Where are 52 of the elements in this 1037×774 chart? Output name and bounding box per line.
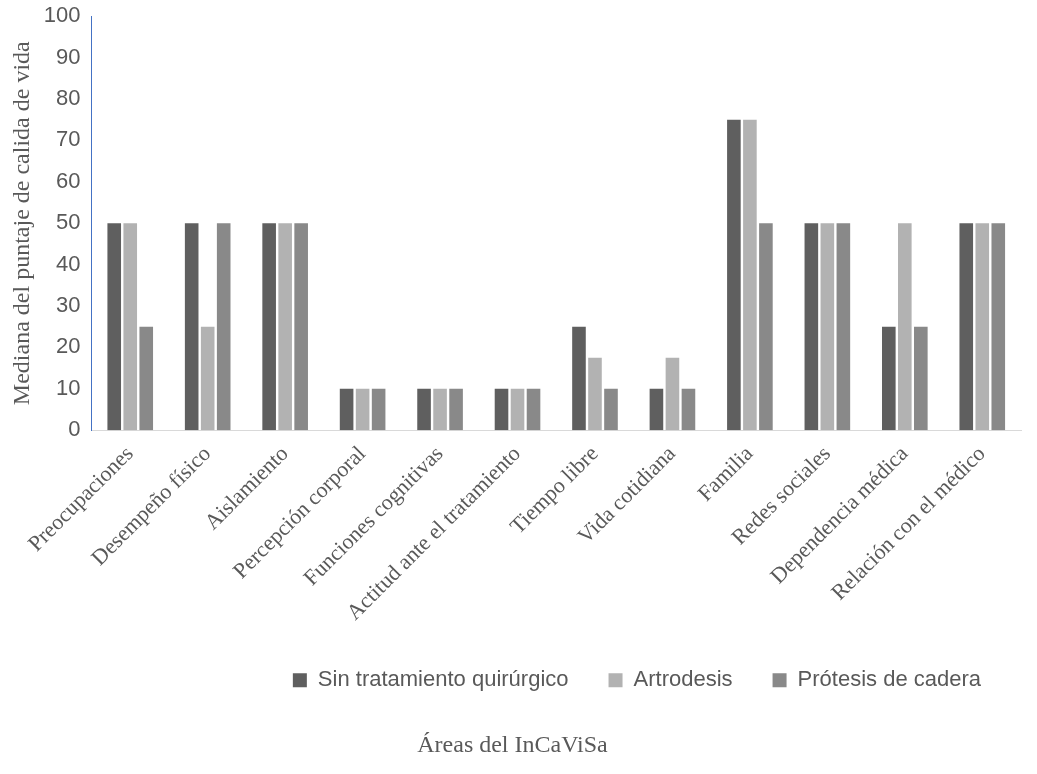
- legend-label: Artrodesis: [633, 666, 733, 692]
- bar: [200, 326, 215, 431]
- bar: [262, 223, 276, 431]
- bar: [216, 223, 231, 431]
- bar: [371, 388, 386, 431]
- y-tick-label: 80: [56, 85, 81, 111]
- y-tick-label: 10: [56, 374, 81, 400]
- bar: [588, 357, 602, 431]
- y-tick-label: 70: [56, 126, 81, 152]
- y-tick-label: 20: [56, 333, 81, 359]
- bar: [882, 326, 896, 431]
- bar: [526, 388, 541, 431]
- y-tick-label: 100: [43, 2, 81, 28]
- bar: [449, 388, 463, 431]
- bar: [959, 223, 974, 431]
- bar: [123, 223, 138, 431]
- bar: [665, 357, 680, 431]
- bar: [433, 388, 447, 431]
- legend-label: Sin tratamiento quirúrgico: [317, 666, 569, 692]
- bar: [339, 388, 354, 431]
- bar: [759, 223, 773, 431]
- bar: [107, 223, 122, 431]
- x-axis-title: Áreas del InCaViSa: [417, 730, 609, 757]
- bar: [649, 388, 664, 431]
- bar: [836, 223, 851, 431]
- bar: [681, 388, 696, 431]
- y-axis-title: Mediana del puntaje de calida de vida: [7, 40, 34, 406]
- bar: [139, 326, 154, 431]
- bar: [898, 223, 912, 431]
- bar: [820, 223, 835, 431]
- bar: [727, 119, 741, 431]
- y-tick-label: 50: [56, 209, 81, 235]
- bar: [510, 388, 525, 431]
- bar: [804, 223, 819, 431]
- y-tick-label: 0: [68, 416, 81, 442]
- bar: [914, 326, 928, 431]
- bar: [572, 326, 586, 431]
- y-tick-label: 60: [56, 167, 81, 193]
- bar: [355, 388, 370, 431]
- bar: [743, 119, 757, 431]
- bar: [991, 223, 1006, 431]
- y-tick-label: 30: [56, 292, 81, 318]
- bar: [184, 223, 199, 431]
- y-tick-label: 90: [56, 43, 81, 69]
- bar: [278, 223, 292, 431]
- bar: [494, 388, 509, 431]
- y-tick-label: 40: [56, 250, 81, 276]
- bar: [975, 223, 990, 431]
- bar: [294, 223, 308, 431]
- bar: [604, 388, 618, 431]
- bar: [417, 388, 431, 431]
- legend-label: Prótesis de cadera: [797, 666, 982, 692]
